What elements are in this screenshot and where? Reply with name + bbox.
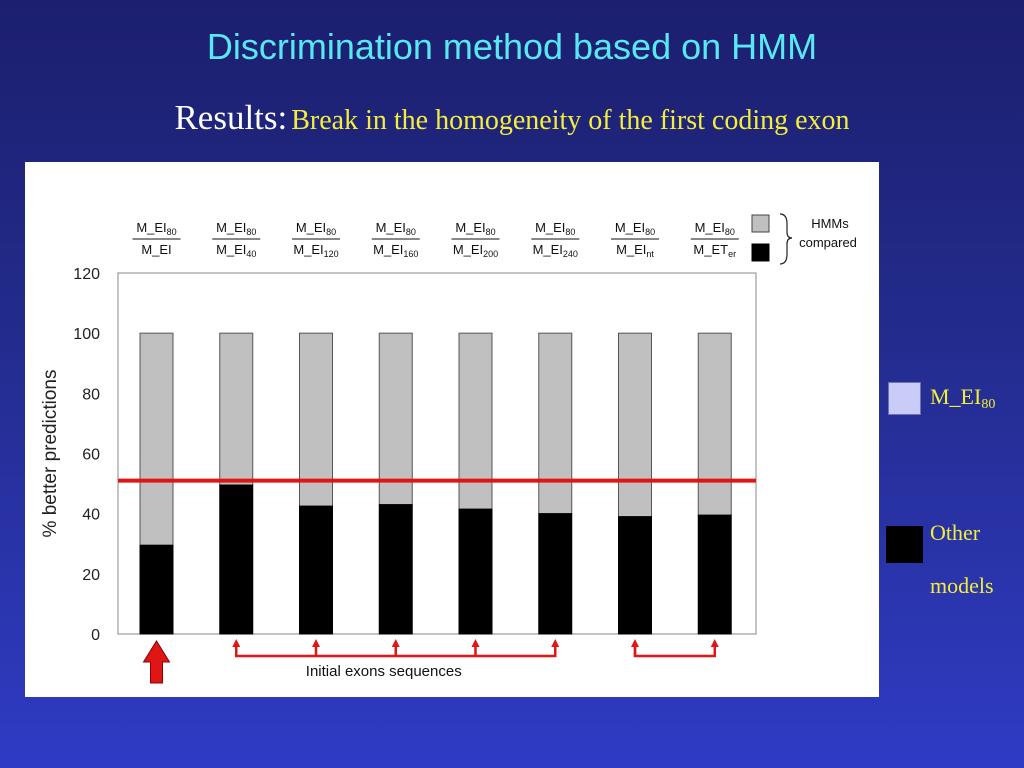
legend-swatch-m-ei-80 xyxy=(888,382,921,415)
legend-label-models: models xyxy=(930,573,994,598)
bar-segment-m-ei-80 xyxy=(219,332,254,486)
bar-segment-other-models xyxy=(697,514,732,635)
category-label-bottom: M_EI200 xyxy=(453,242,498,259)
bar-segment-m-ei-80 xyxy=(538,332,573,515)
plot-frame xyxy=(117,272,757,635)
legend-label-hmms: HMMs xyxy=(811,216,849,231)
y-tick-label: 0 xyxy=(91,627,100,644)
category-label-top: M_EI80 xyxy=(296,220,336,237)
bracket-arrowhead xyxy=(631,639,639,647)
subtitle-lead: Results: xyxy=(174,98,288,137)
category-label-top: M_EI80 xyxy=(136,220,176,237)
bracket-arrowhead xyxy=(710,639,719,647)
bracket-arrowhead xyxy=(232,639,241,647)
bar-segment-other-models xyxy=(618,516,652,635)
category-label-bottom: M_EI160 xyxy=(373,242,418,259)
y-tick-label: 120 xyxy=(73,266,100,283)
y-tick-label: 80 xyxy=(82,386,100,403)
bar-chart: 0 20 40 60 80 100 120 % better predictions M_EI8… xyxy=(40,213,857,684)
bracket-arrowhead xyxy=(312,639,320,647)
bracket-arrowhead xyxy=(551,639,560,647)
y-tick-label: 100 xyxy=(73,326,100,343)
bar-segment-other-models xyxy=(378,504,413,635)
category-label-bottom: M_EI120 xyxy=(293,242,338,259)
category-label-top: M_EI80 xyxy=(216,220,256,237)
y-tick-label: 20 xyxy=(82,567,100,584)
bar-segment-other-models xyxy=(458,508,493,635)
category-label-top: M_EI80 xyxy=(615,220,655,237)
category-label-bottom: M_EI40 xyxy=(216,242,256,259)
subtitle-rest: Break in the homogeneity of the first co… xyxy=(291,105,850,136)
bar-segment-m-ei-80 xyxy=(299,332,333,507)
chart-panel: 0 20 40 60 80 100 120 % better predictions M_EI8… xyxy=(25,162,879,697)
legend-label-m-ei: M_EI xyxy=(930,384,982,409)
bracket-arrowhead xyxy=(471,639,480,647)
category-label-bottom: M_ETer xyxy=(693,242,736,259)
bar-segment-m-ei-80 xyxy=(697,332,732,516)
category-label-top: M_EI80 xyxy=(695,220,735,237)
y-tick-label: 40 xyxy=(82,507,100,524)
bar-segment-other-models xyxy=(299,505,333,635)
category-label-bottom: M_EI xyxy=(141,242,171,257)
bar-segment-m-ei-80 xyxy=(458,332,493,510)
legend-key-black xyxy=(751,243,770,262)
bracket-line xyxy=(633,642,716,658)
category-label-top: M_EI80 xyxy=(376,220,416,237)
bar-segment-other-models xyxy=(538,513,573,635)
legend-label-m-ei-sub: 80 xyxy=(981,397,996,412)
legend-brace xyxy=(779,213,793,265)
legend-key-gray xyxy=(751,214,770,233)
slide-title: Discrimination method based on HMM xyxy=(206,26,818,67)
category-label-top: M_EI80 xyxy=(535,220,575,237)
bar-segment-other-models xyxy=(139,544,174,635)
annotation-initial-exons: Initial exons sequences xyxy=(306,663,462,680)
slide-subtitle: Results: Break in the homogeneity of the… xyxy=(0,98,1024,138)
bar-segment-m-ei-80 xyxy=(378,332,413,506)
legend-swatch-other-models xyxy=(886,526,923,563)
category-label-top: M_EI80 xyxy=(455,220,495,237)
category-label-bottom: M_EI240 xyxy=(533,242,578,259)
legend-label-other: Other xyxy=(930,520,981,545)
y-tick-label: 60 xyxy=(82,447,100,464)
y-axis-label: % better predictions xyxy=(40,370,61,538)
bracket-arrowhead xyxy=(391,639,400,647)
bar-segment-m-ei-80 xyxy=(618,332,652,518)
highlight-arrow xyxy=(142,640,171,684)
bar-segment-m-ei-80 xyxy=(139,332,174,546)
legend-label-m-ei-80: M_EI80 xyxy=(930,384,995,413)
legend-label-compared: compared xyxy=(799,235,857,250)
category-label-bottom: M_EInt xyxy=(616,242,654,259)
bar-segment-other-models xyxy=(219,484,254,635)
